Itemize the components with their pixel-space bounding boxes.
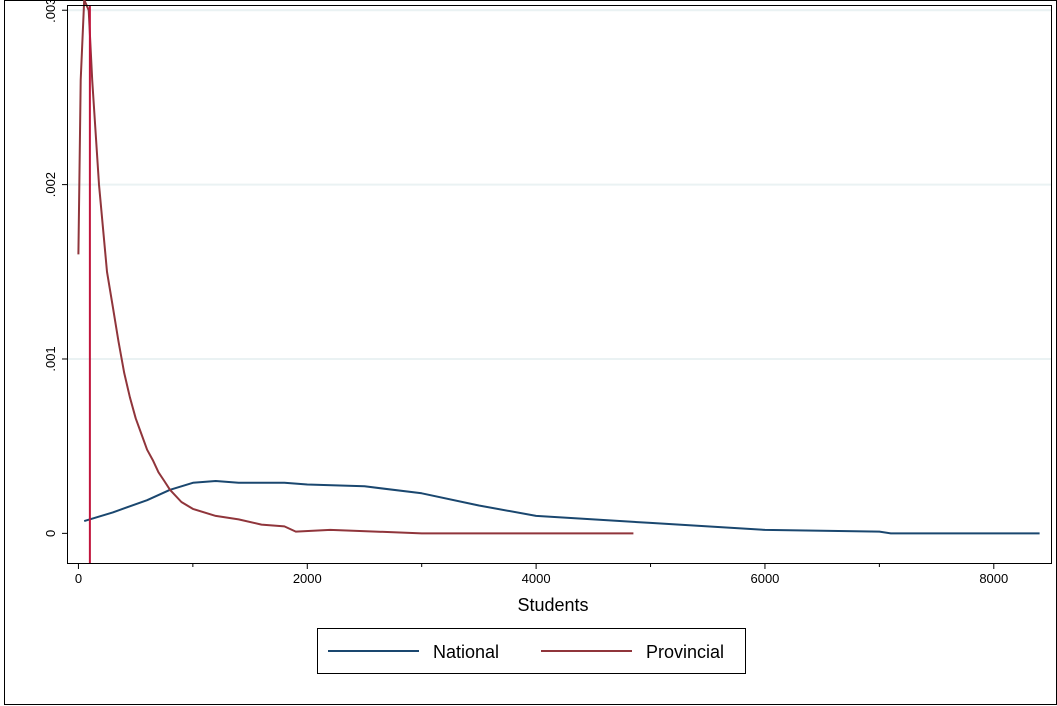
x-tick-label-3: 6000 [750, 571, 779, 586]
x-tick-label-4: 8000 [979, 571, 1008, 586]
legend-label-provincial: Provincial [646, 642, 724, 662]
y-tick-label-2: .002 [43, 172, 58, 197]
x-tick-label-1: 2000 [293, 571, 322, 586]
legend-label-national: National [433, 642, 499, 662]
x-axis-title: Students [517, 595, 588, 615]
axis-ticks: 0 .001 .002 .003 0 2000 4000 6000 8000 [43, 0, 1008, 586]
series-line-provincial [77, 0, 634, 535]
x-tick-label-0: 0 [75, 571, 82, 586]
plot-area-frame [67, 5, 1052, 564]
series-lines [77, 0, 1040, 563]
grid-lines [67, 9, 1051, 360]
outer-frame [4, 0, 1057, 705]
y-tick-label-3: .003 [43, 0, 58, 23]
series-line-national [83, 480, 1040, 535]
x-tick-label-2: 4000 [522, 571, 551, 586]
legend: National Provincial [317, 628, 746, 674]
y-tick-label-0: 0 [43, 530, 58, 537]
y-tick-label-1: .001 [43, 346, 58, 371]
